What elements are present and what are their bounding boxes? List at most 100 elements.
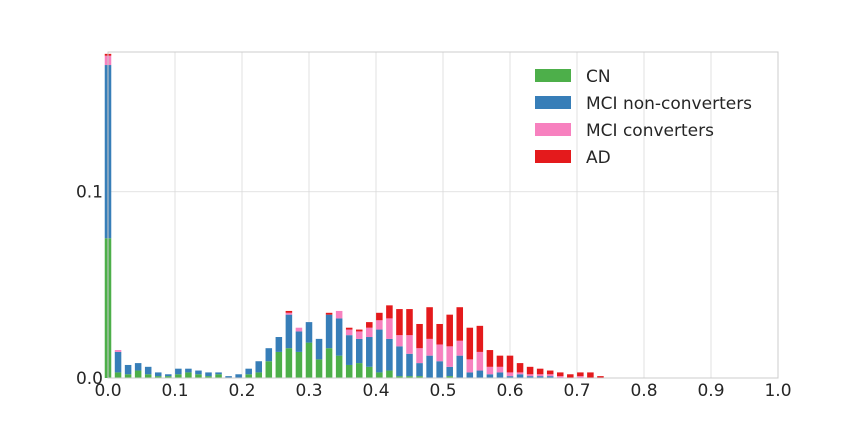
bar-ad — [355, 329, 363, 332]
bar-mci-converters — [396, 335, 403, 347]
bar-cn — [134, 370, 142, 378]
y-axis-ticks: 0.0 0.1 — [76, 183, 103, 389]
bar-mci-converters — [486, 366, 494, 375]
bar-cn — [396, 376, 403, 378]
bar-mci-converters — [526, 374, 534, 377]
bar-cn — [345, 364, 353, 378]
bar-ad — [466, 327, 474, 360]
bar-mci-converters — [345, 329, 353, 336]
bar-ad — [285, 310, 293, 313]
bar-cn — [416, 376, 423, 378]
plot-frame — [107, 51, 779, 379]
bar-cn — [185, 372, 192, 378]
bar-cn — [165, 376, 172, 378]
bar-cn — [265, 361, 273, 378]
bar-mci-non-converters — [275, 337, 283, 352]
bar-cn — [386, 370, 393, 378]
bar-mci-non-converters — [114, 351, 122, 373]
bar-cn — [195, 374, 202, 378]
bar-mci-converters — [366, 327, 373, 338]
bar-mci-non-converters — [185, 368, 192, 373]
bar-mci-non-converters — [315, 338, 323, 360]
bar-cn — [124, 374, 132, 378]
legend-swatch — [535, 123, 571, 136]
bar-ad — [587, 372, 594, 378]
bar-cn — [315, 359, 323, 378]
bar-mci-non-converters — [345, 335, 353, 365]
bar-mci-non-converters — [446, 366, 453, 377]
bar-ad — [486, 350, 494, 367]
bar-cn — [295, 351, 303, 378]
bar-ad — [516, 363, 524, 373]
bar-ad — [506, 355, 514, 373]
bar-cn — [355, 363, 363, 378]
bar-mci-non-converters — [325, 314, 333, 349]
bar-ad — [386, 305, 393, 319]
bar-ad — [456, 307, 464, 341]
bar-mci-non-converters — [245, 368, 252, 375]
bar-cn — [406, 376, 413, 378]
x-tick-label: 0.6 — [496, 381, 523, 401]
bar-mci-converters — [546, 374, 554, 377]
bar-mci-non-converters — [195, 370, 202, 375]
bar-mci-converters — [355, 331, 363, 339]
bar-mci-non-converters — [536, 376, 544, 378]
bar-mci-non-converters — [546, 376, 554, 378]
bar-mci-non-converters — [416, 363, 423, 377]
bar-ad — [325, 312, 333, 315]
bar-cn — [305, 342, 313, 378]
bar-mci-non-converters — [426, 355, 433, 378]
bar-mci-converters — [386, 318, 393, 339]
bar-ad — [396, 309, 403, 336]
bar-mci-non-converters — [144, 366, 152, 375]
bar-ad — [536, 368, 544, 375]
bar-cn — [245, 374, 252, 378]
bar-mci-converters — [376, 320, 383, 330]
bar-mci-non-converters — [124, 364, 132, 375]
legend-swatch — [535, 150, 571, 163]
x-tick-label: 0.7 — [563, 381, 590, 401]
x-tick-label: 0.0 — [94, 381, 121, 401]
bar-mci-converters — [556, 376, 564, 378]
bar-mci-converters — [577, 376, 584, 378]
bar-mci-converters — [466, 359, 474, 373]
bar-mci-non-converters — [355, 338, 363, 364]
legend-swatch — [535, 96, 571, 109]
bar-ad — [546, 370, 554, 375]
bar-ad — [597, 376, 604, 378]
bar-ad — [416, 323, 423, 349]
legend-swatch — [535, 69, 571, 82]
bar-ad — [526, 366, 534, 375]
bar-ad — [426, 307, 433, 339]
bar-ad — [476, 325, 484, 352]
bar-cn — [175, 374, 182, 378]
x-tick-label: 0.5 — [429, 381, 456, 401]
bar-mci-converters — [496, 366, 504, 373]
x-tick-label: 0.1 — [161, 381, 188, 401]
bar-ad — [556, 372, 564, 377]
bar-ad — [496, 355, 504, 367]
bar-mci-converters — [516, 372, 524, 375]
bar-mci-non-converters — [175, 368, 182, 375]
bar-ad — [446, 314, 453, 347]
bar-mci-non-converters — [305, 322, 313, 343]
bar-mci-non-converters — [406, 353, 413, 377]
bar-ad — [345, 327, 353, 330]
bar-mci-non-converters — [165, 374, 172, 377]
bar-mci-non-converters — [486, 374, 494, 378]
legend-label: CN — [586, 67, 611, 87]
bar-mci-converters — [426, 338, 433, 356]
bar-mci-non-converters — [255, 361, 263, 373]
bar-mci-non-converters — [134, 363, 142, 371]
bar-cn — [446, 376, 453, 378]
bars — [104, 53, 604, 378]
bar-mci-non-converters — [386, 338, 393, 371]
bar-mci-converters — [506, 372, 514, 377]
bar-mci-non-converters — [205, 372, 212, 377]
bar-mci-non-converters — [396, 346, 403, 377]
bar-mci-converters — [456, 340, 464, 356]
bar-ad — [577, 372, 584, 377]
bar-mci-non-converters — [295, 331, 303, 352]
x-tick-label: 0.2 — [228, 381, 255, 401]
